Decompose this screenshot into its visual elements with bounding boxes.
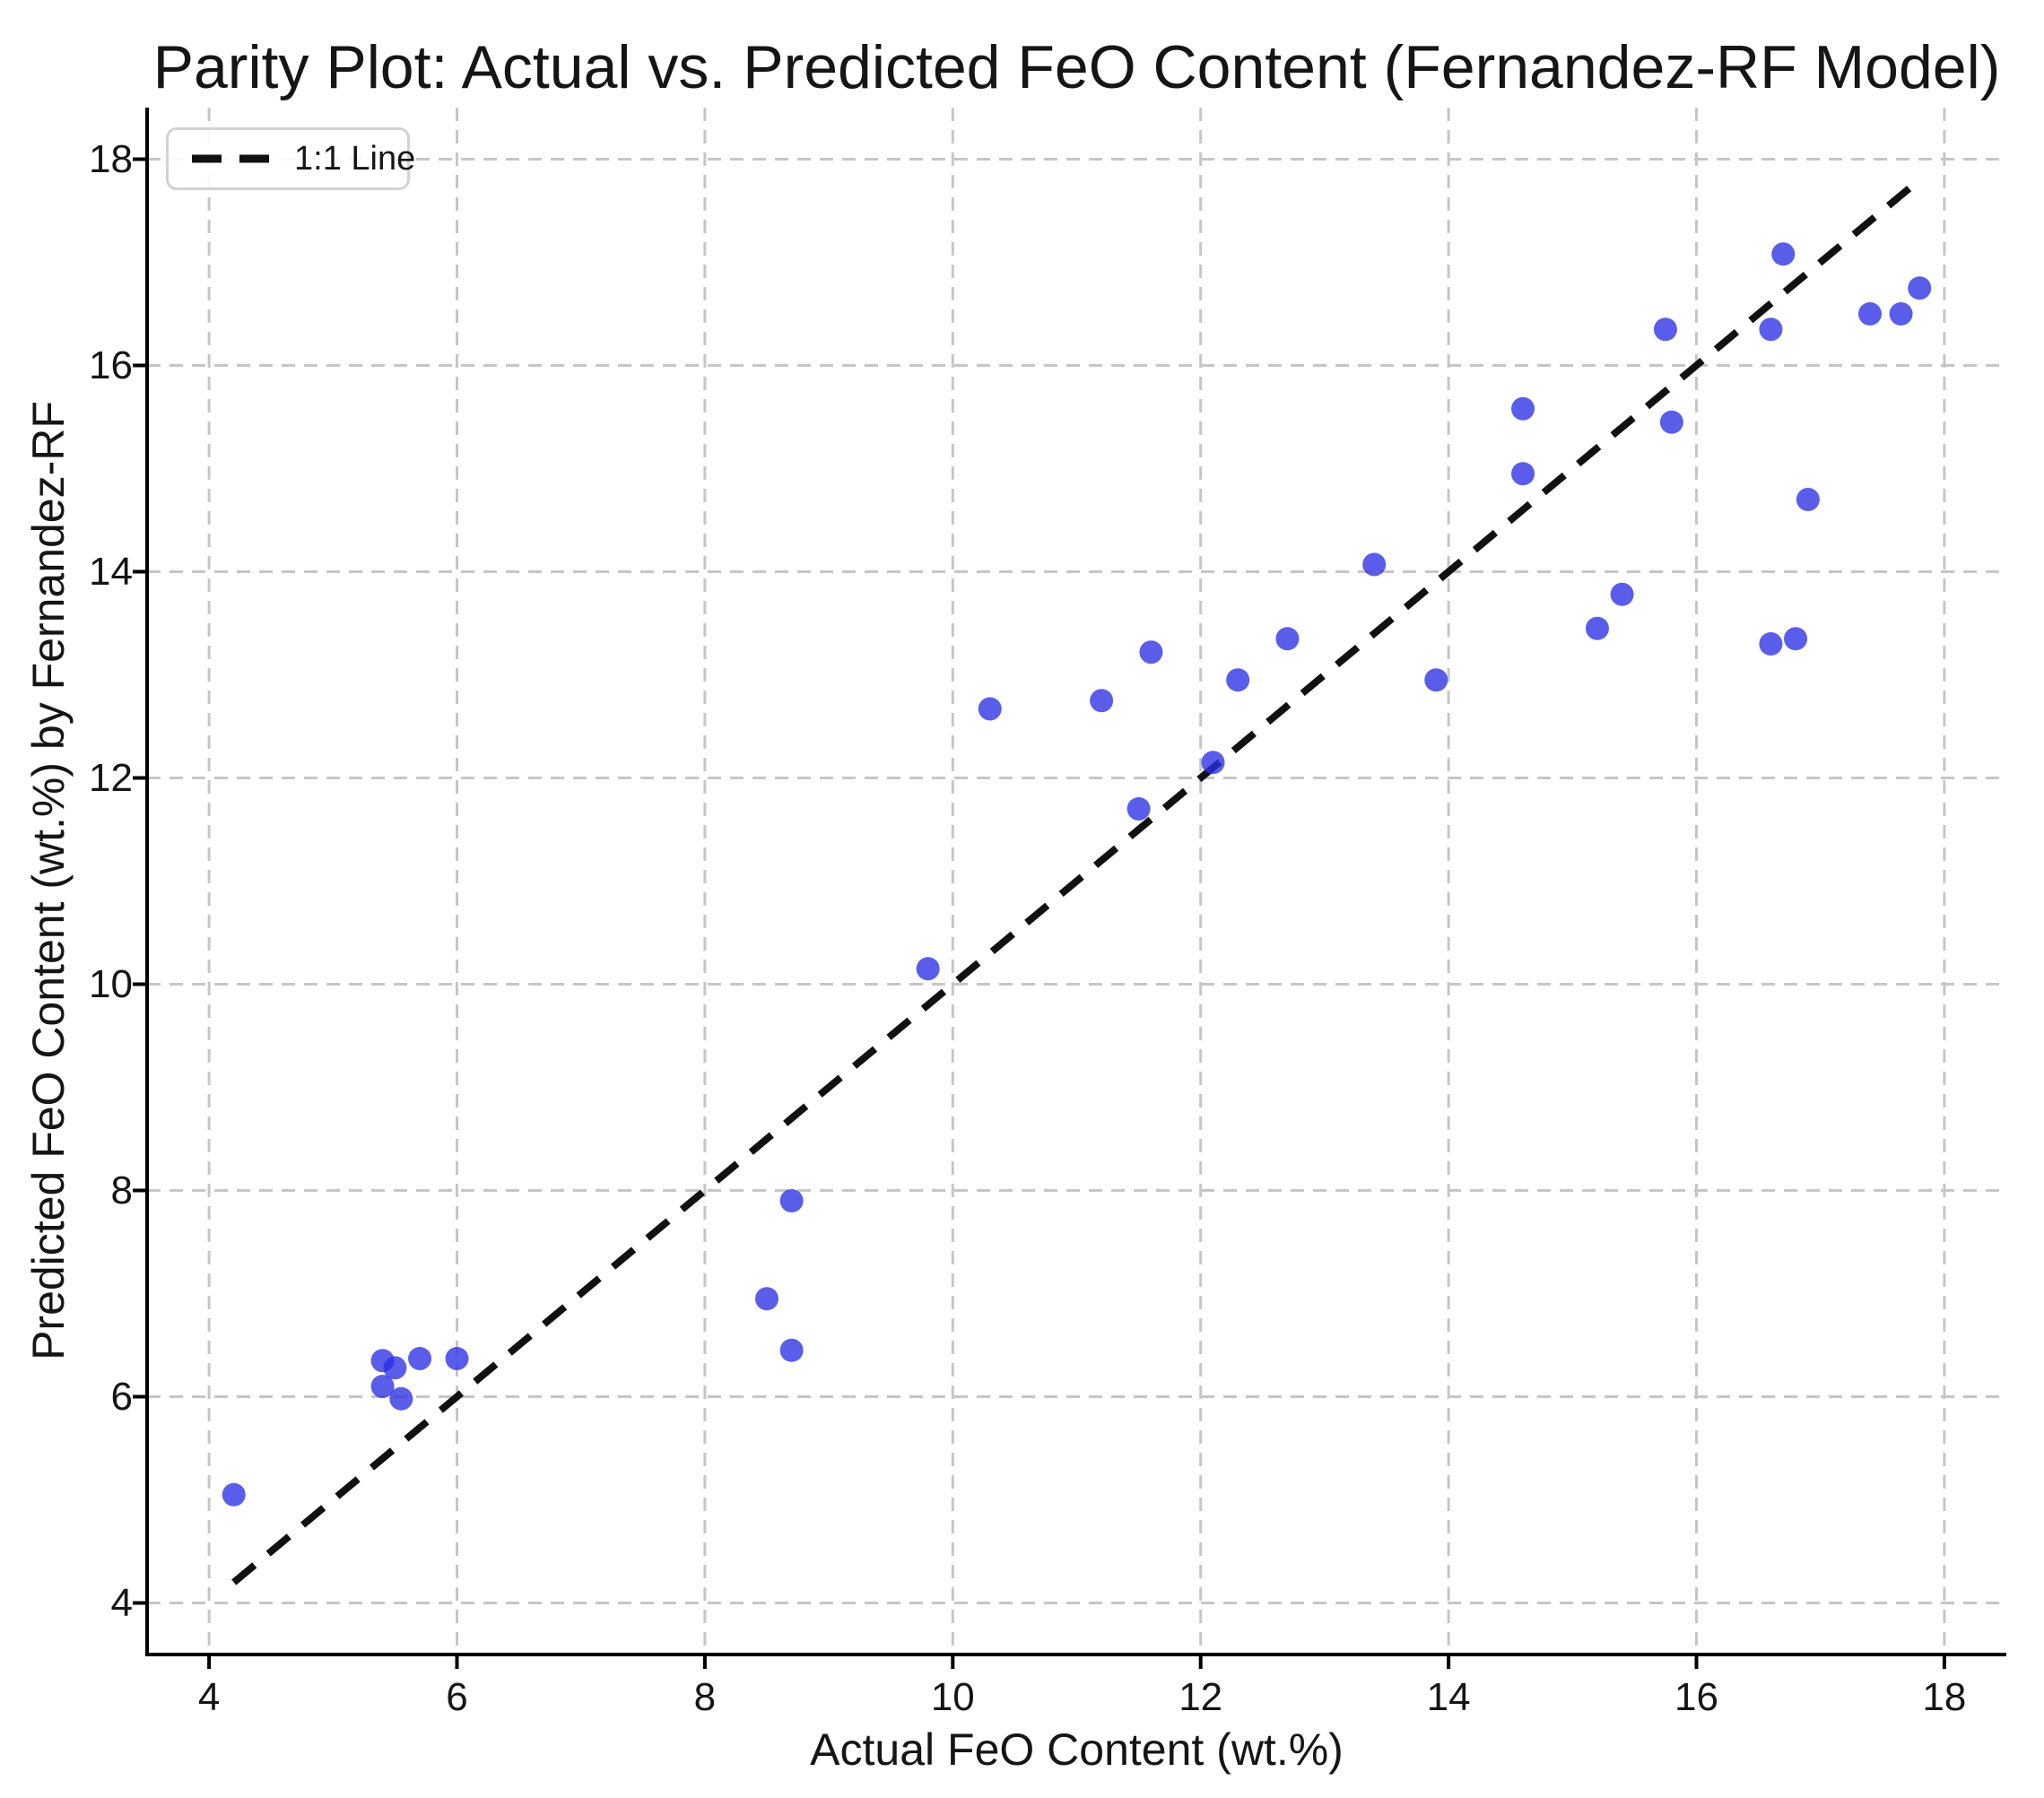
data-point xyxy=(1511,462,1535,486)
data-point xyxy=(1908,276,1932,300)
y-axis-label: Predicted FeO Content (wt.%) by Fernande… xyxy=(23,401,74,1360)
data-point xyxy=(779,1189,804,1212)
data-point xyxy=(1362,552,1387,577)
data-point xyxy=(1511,396,1535,421)
y-tick-label: 16 xyxy=(89,343,133,387)
x-tick-label: 14 xyxy=(1426,1675,1471,1719)
x-tick-label: 10 xyxy=(930,1675,975,1719)
data-point xyxy=(408,1346,432,1370)
x-tick-label: 4 xyxy=(197,1675,221,1719)
data-point xyxy=(389,1386,413,1411)
legend-box: 1:1 Line xyxy=(166,127,415,190)
x-tick-label: 18 xyxy=(1922,1675,1967,1719)
x-tick-label: 16 xyxy=(1674,1675,1718,1719)
y-tick-label: 8 xyxy=(110,1168,133,1212)
y-tick-label: 4 xyxy=(110,1580,133,1625)
data-point xyxy=(383,1356,407,1380)
data-point xyxy=(1784,627,1808,651)
dashed-line-icon xyxy=(192,154,269,163)
y-tick-label: 18 xyxy=(89,136,133,181)
chart-title: Parity Plot: Actual vs. Predicted FeO Co… xyxy=(152,33,2001,101)
x-tick-label: 12 xyxy=(1179,1675,1223,1719)
data-point xyxy=(1275,627,1300,651)
data-point xyxy=(1090,689,1114,713)
data-point xyxy=(1796,488,1820,511)
one-to-one-line xyxy=(231,177,1922,1585)
data-point xyxy=(755,1287,778,1311)
data-point xyxy=(1889,302,1913,326)
data-point xyxy=(1759,317,1783,342)
legend-entry-label: 1:1 Line xyxy=(294,139,416,178)
data-point xyxy=(779,1338,804,1362)
x-tick-label: 6 xyxy=(446,1675,468,1719)
data-point xyxy=(1610,582,1634,606)
data-point xyxy=(370,1375,395,1398)
y-tick-label: 6 xyxy=(110,1374,133,1419)
x-axis-label: Actual FeO Content (wt.%) xyxy=(810,1724,1344,1775)
data-point xyxy=(1653,317,1677,342)
data-point xyxy=(1226,668,1250,692)
data-point xyxy=(1857,302,1882,326)
data-point xyxy=(1585,616,1609,640)
data-point xyxy=(1126,797,1151,821)
y-tick-label: 12 xyxy=(89,755,133,800)
data-point xyxy=(916,957,940,981)
y-tick-label: 10 xyxy=(89,961,133,1006)
data-point xyxy=(222,1482,246,1507)
y-tick-label: 14 xyxy=(89,549,133,594)
data-point xyxy=(1771,242,1796,266)
data-point xyxy=(445,1346,469,1370)
data-point xyxy=(1424,668,1448,692)
data-point xyxy=(1201,751,1225,775)
data-point xyxy=(1139,640,1163,664)
data-point xyxy=(978,697,1002,721)
data-point xyxy=(1759,632,1783,656)
data-point xyxy=(1659,410,1683,434)
x-tick-label: 8 xyxy=(693,1675,717,1719)
